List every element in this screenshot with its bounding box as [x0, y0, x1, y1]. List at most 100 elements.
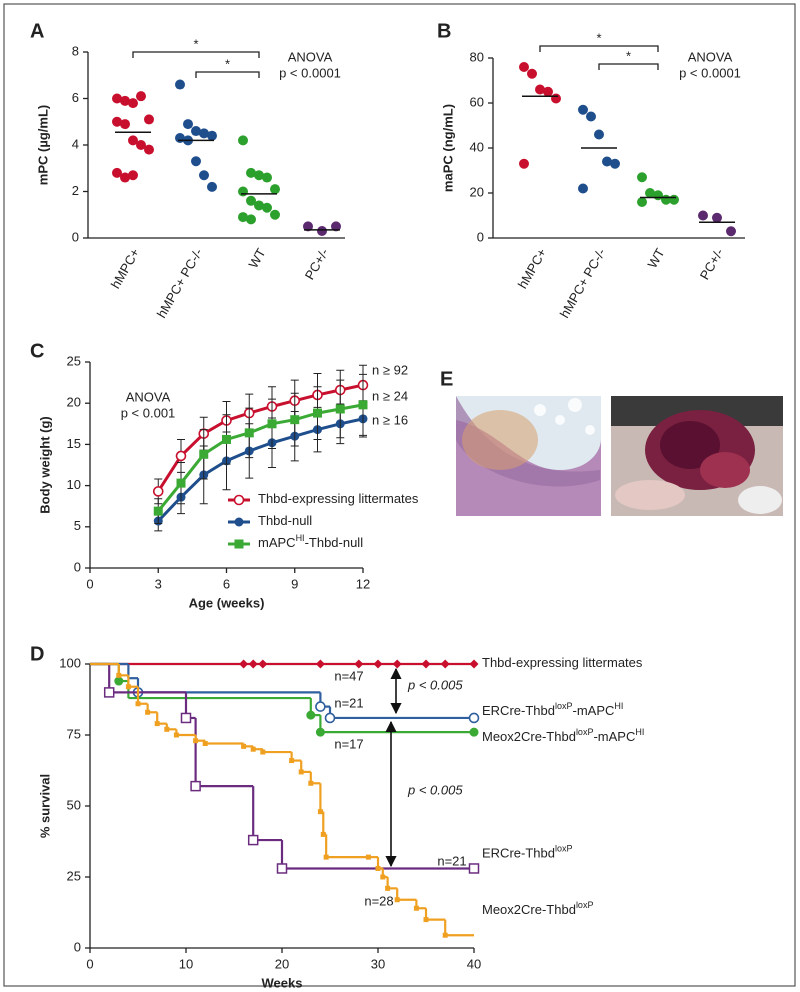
data-point	[262, 172, 272, 183]
anova-label: ANOVA	[288, 49, 333, 64]
marker	[222, 434, 231, 444]
y-tick-label: 50	[67, 797, 81, 812]
data-point	[136, 140, 146, 150]
y-tick-label: 0	[74, 939, 81, 954]
p-value: p < 0.005	[407, 782, 463, 797]
marker	[125, 684, 131, 690]
text-part: Meox2Cre-Thbd	[482, 730, 576, 745]
x-tick-label: 20	[275, 956, 289, 971]
data-point	[262, 202, 272, 213]
marker	[193, 738, 199, 744]
significance-bracket	[132, 51, 260, 58]
marker	[190, 780, 201, 792]
marker	[276, 863, 288, 874]
y-tick-label: 4	[72, 136, 79, 151]
y-axis-label: maPC (ng/mL)	[440, 104, 455, 192]
data-point	[144, 144, 154, 155]
data-point	[637, 172, 647, 183]
marker	[468, 712, 480, 724]
data-point	[578, 183, 588, 194]
text-part: Thbd-expressing littermates	[258, 491, 419, 506]
data-point	[527, 68, 537, 79]
data-point	[199, 128, 209, 139]
data-point	[331, 221, 341, 232]
y-tick-label: 0	[477, 229, 484, 244]
p-value: p < 0.005	[407, 677, 463, 692]
significance-bracket	[195, 71, 260, 78]
y-tick-label: 100	[59, 655, 81, 670]
series-label: Meox2Cre-ThbdloxP	[482, 901, 593, 918]
marker	[354, 659, 364, 669]
data-point	[246, 195, 256, 206]
significance-star: *	[193, 36, 198, 51]
data-point	[120, 172, 130, 183]
series-label: Meox2Cre-ThbdloxP-mAPCHI	[482, 728, 644, 745]
superscript: loxP	[576, 728, 594, 738]
x-tick-label: 0	[86, 956, 93, 971]
marker	[317, 809, 323, 815]
p-value: p < 0.0001	[679, 65, 741, 80]
marker	[335, 404, 345, 414]
marker	[103, 687, 115, 698]
marker	[152, 486, 164, 497]
data-point	[246, 167, 256, 178]
anova-label: ANOVA	[126, 389, 171, 404]
n-label: n ≥ 24	[372, 388, 408, 403]
p-value: p < 0.001	[121, 405, 176, 420]
x-tick-label: 3	[155, 576, 162, 591]
category-label: WT	[644, 246, 667, 271]
x-axis-label: Weeks	[262, 975, 303, 990]
text-part: ERCre-Thbd	[482, 846, 555, 861]
data-point	[136, 91, 146, 102]
text-part: -mAPC	[593, 730, 635, 745]
marker	[315, 727, 325, 737]
n-label: n=21	[334, 695, 363, 710]
text-part: ERCre-Thbd	[482, 703, 555, 718]
y-tick-label: 20	[67, 395, 81, 410]
data-point	[183, 119, 193, 130]
data-point	[535, 84, 545, 95]
marker	[164, 726, 170, 732]
x-tick-label: 10	[179, 956, 193, 971]
marker	[153, 506, 163, 516]
data-point	[645, 188, 655, 198]
marker	[315, 659, 325, 669]
category-label: hMPC+ PC-/-	[557, 246, 609, 321]
y-tick-label: 80	[470, 49, 484, 64]
frame	[3, 3, 796, 987]
marker	[290, 415, 300, 425]
data-point	[112, 93, 122, 104]
data-point	[698, 210, 708, 221]
marker	[180, 712, 192, 724]
marker	[202, 741, 208, 747]
marker	[373, 659, 383, 669]
n-label: n ≥ 16	[372, 412, 408, 427]
marker	[267, 419, 277, 429]
marker	[320, 831, 326, 837]
y-tick-label: 25	[67, 868, 81, 883]
panel-label: B	[437, 20, 451, 42]
marker	[176, 478, 186, 488]
data-point	[238, 186, 248, 197]
data-point	[543, 86, 553, 97]
data-point	[128, 135, 138, 146]
text-part: Thbd-null	[258, 513, 312, 528]
y-axis-label: Body weight (g)	[37, 416, 52, 514]
marker	[469, 727, 479, 737]
x-tick-label: 0	[86, 576, 93, 591]
n-label: n=17	[334, 736, 363, 751]
text-part: Thbd-expressing littermates	[482, 655, 643, 670]
marker	[114, 676, 124, 686]
panel-label: A	[30, 20, 44, 42]
significance-star: *	[225, 56, 230, 71]
series-label: ERCre-ThbdloxP	[482, 844, 572, 861]
category-label: hMPC+	[515, 246, 550, 291]
text-part: -mAPC	[572, 703, 614, 718]
legend-label: Thbd-null	[258, 513, 312, 528]
marker	[358, 400, 368, 410]
data-point	[120, 119, 130, 130]
data-point	[207, 181, 217, 192]
data-point	[254, 170, 264, 181]
data-point	[128, 98, 138, 109]
marker	[385, 885, 391, 891]
